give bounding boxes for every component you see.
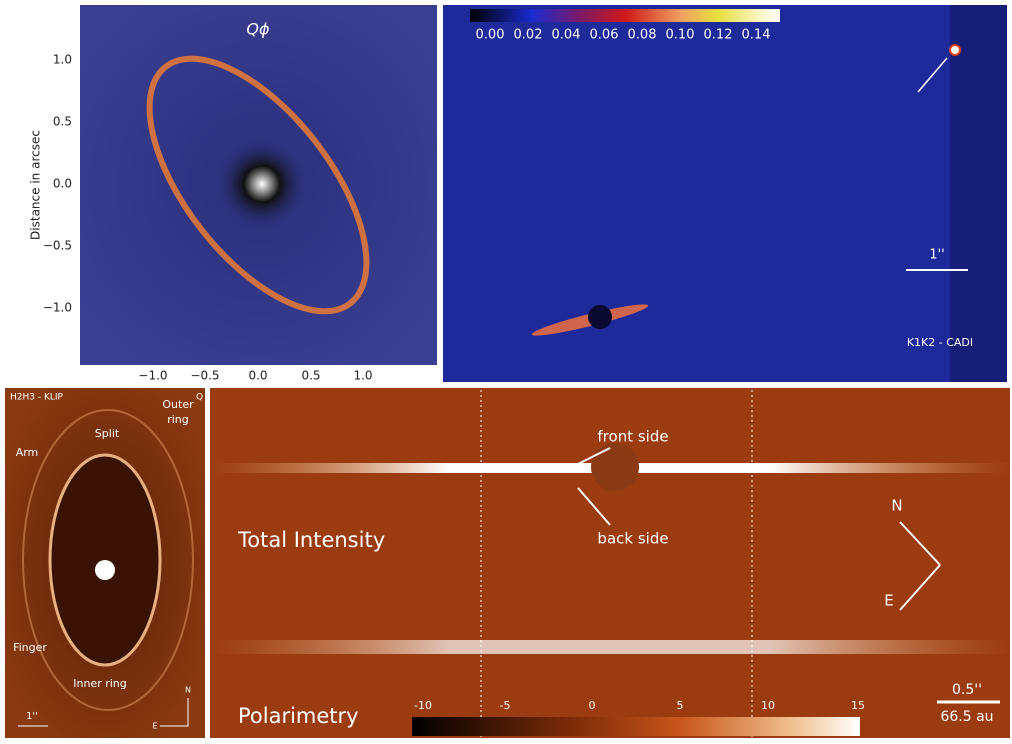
panel-title: Qϕ xyxy=(246,20,270,39)
x-tick-label: 0.5 xyxy=(301,369,320,383)
caption: H2H3 - KLIP xyxy=(10,393,64,403)
label: Inner ring xyxy=(73,677,127,690)
colorbar xyxy=(470,9,780,22)
edge xyxy=(950,5,1007,382)
y-tick-label: 0.0 xyxy=(53,177,72,191)
y-tick-label: −1.0 xyxy=(43,301,72,315)
y-tick-label: −0.5 xyxy=(43,239,72,253)
colorbar-tick-label: 0.12 xyxy=(704,28,733,43)
colorbar-tick-label: 0.06 xyxy=(590,28,619,43)
figure: Qϕ Distance in arcsec 1.0 0.5 0.0 −0.5 −… xyxy=(0,0,1012,740)
disk-bottom xyxy=(210,640,1010,654)
corner-label: Q xyxy=(196,393,203,403)
scale-label: 1'' xyxy=(26,711,38,722)
core xyxy=(217,139,307,229)
label: Split xyxy=(95,427,120,440)
panel-title: Polarimetry xyxy=(238,704,359,728)
scale-label: 0.5'' xyxy=(952,682,982,698)
core xyxy=(95,560,115,580)
colorbar-tick-label: 0.08 xyxy=(628,28,657,43)
y-axis-label: Distance in arcsec xyxy=(29,130,43,240)
colorbar-tick-label: 0 xyxy=(589,699,596,712)
scale-distance: 66.5 au xyxy=(940,709,993,725)
x-tick-label: 1.0 xyxy=(353,369,372,383)
x-tick-label: −1.0 xyxy=(138,369,167,383)
panel-b-image xyxy=(443,5,1007,382)
x-tick-label: −0.5 xyxy=(190,369,219,383)
label: Arm xyxy=(16,446,39,459)
x-ticks: −1.0 −0.5 0.0 0.5 1.0 xyxy=(138,369,372,383)
colorbar-tick-label: 0.02 xyxy=(514,28,543,43)
compass-label: E xyxy=(152,722,157,731)
compass-label: N xyxy=(891,497,902,515)
mask xyxy=(591,443,639,491)
colorbar-tick-label: 10 xyxy=(761,699,775,712)
colorbar-tick-label: 0.00 xyxy=(476,28,505,43)
y-ticks: 1.0 0.5 0.0 −0.5 −1.0 xyxy=(43,53,72,315)
colorbar-tick-label: -5 xyxy=(500,699,511,712)
x-tick-label: 0.0 xyxy=(248,369,267,383)
colorbar-tick-label: 0.04 xyxy=(552,28,581,43)
compass-label: E xyxy=(884,592,893,610)
colorbar-tick-label: 0.14 xyxy=(742,28,771,43)
companion xyxy=(950,45,960,55)
core xyxy=(588,305,612,329)
colorbar-tick-label: 15 xyxy=(851,699,865,712)
colorbar xyxy=(412,717,860,736)
label: Outer xyxy=(162,398,194,411)
label: back side xyxy=(597,530,668,548)
caption: K1K2 - CADI xyxy=(907,336,973,349)
panel-title: Total Intensity xyxy=(237,528,385,552)
label: front side xyxy=(597,428,668,446)
colorbar-tick-label: 0.10 xyxy=(666,28,695,43)
compass-label: N xyxy=(185,686,191,695)
label: Finger xyxy=(13,641,47,654)
colorbar-tick-label: 5 xyxy=(677,699,684,712)
label: ring xyxy=(167,413,189,426)
y-tick-label: 0.5 xyxy=(53,115,72,129)
colorbar-tick-label: -10 xyxy=(414,699,432,712)
scale-label: 1'' xyxy=(929,248,944,263)
y-tick-label: 1.0 xyxy=(53,53,72,67)
